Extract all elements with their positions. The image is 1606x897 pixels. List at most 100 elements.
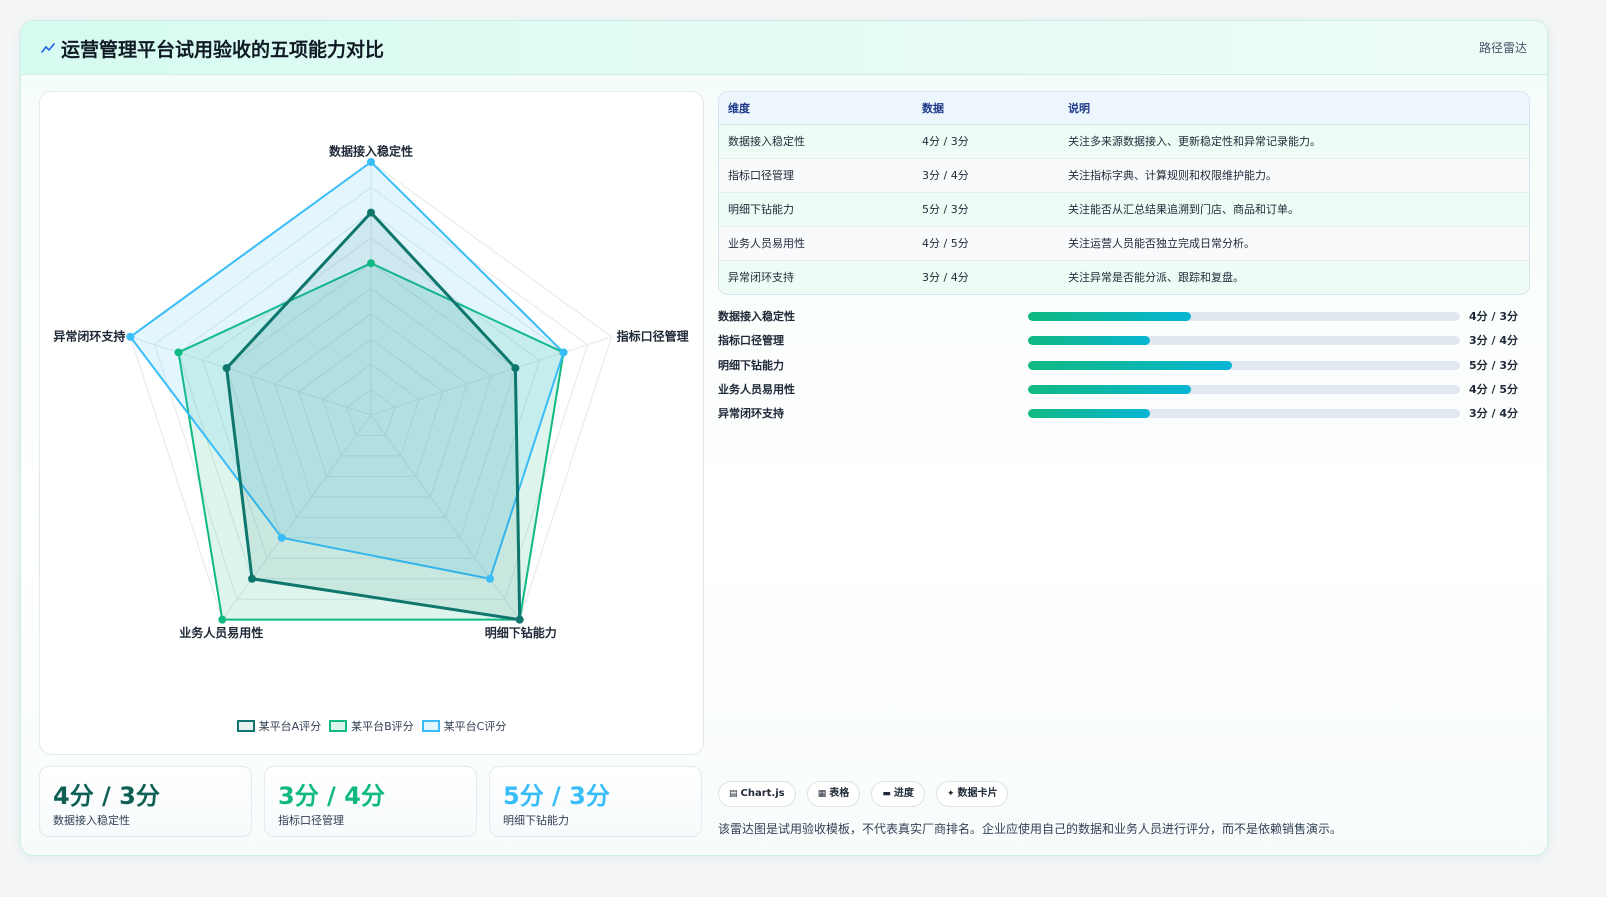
legend-swatch xyxy=(236,720,255,732)
chip-progress[interactable]: ▬ 进度 xyxy=(871,781,925,807)
legend-item[interactable]: 某平台B评分 xyxy=(329,718,414,734)
radar-grid-ring xyxy=(322,363,420,457)
progress-label: 指标口径管理 xyxy=(718,334,784,348)
header: 运营管理平台试用验收的五项能力对比 路径雷达 xyxy=(21,21,1547,75)
table-cell-data: 4分 / 5分 xyxy=(913,226,1059,261)
legend-swatch xyxy=(329,720,348,732)
progress-track xyxy=(1028,384,1460,394)
legend-item[interactable]: 某平台A评分 xyxy=(236,718,322,734)
progress-fill xyxy=(1028,384,1191,394)
progress-icon: ▬ xyxy=(882,789,891,799)
table-cell-description: 关注运营人员能否独立完成日常分析。 xyxy=(1059,226,1529,261)
table-header-cell: 说明 xyxy=(1059,92,1529,125)
chip-table[interactable]: ▦ 表格 xyxy=(806,781,861,807)
radar-point xyxy=(367,208,375,217)
main-card: 运营管理平台试用验收的五项能力对比 路径雷达 数据接入稳定性 指标口径管理 明细下钻… xyxy=(20,20,1548,856)
radar-axis-label: 业务人员易用性 xyxy=(179,625,263,640)
progress-value: 3分 / 4分 xyxy=(1469,334,1518,348)
table-header-cell: 维度 xyxy=(719,92,913,125)
progress-fill xyxy=(1028,409,1150,419)
radar-axis-label: 异常闭环支持 xyxy=(53,328,125,343)
radar-chart-panel: 数据接入稳定性 指标口径管理 明细下钻能力 业务人员易用性 异常闭环支持 某平台A评分某… xyxy=(39,91,704,755)
table-cell-description: 关注异常是否能分派、跟踪和复盘。 xyxy=(1059,260,1529,294)
table-cell-dimension: 异常闭环支持 xyxy=(719,260,913,294)
progress-row: 明细下钻能力 5分 / 3分 xyxy=(718,354,1530,378)
kpi-card-3: 5分 / 3分 明细下钻能力 xyxy=(489,766,702,837)
radar-point xyxy=(126,332,135,341)
radar-axis-label: 指标口径管理 xyxy=(617,328,689,343)
radar-spoke xyxy=(221,414,372,620)
legend-item[interactable]: 某平台C评分 xyxy=(421,718,507,734)
table-icon: ▦ xyxy=(817,789,827,799)
chip-label: 进度 xyxy=(893,788,914,799)
kpi-label: 数据接入稳定性 xyxy=(53,814,130,827)
table-row: 业务人员易用性 4分 / 5分 关注运营人员能否独立完成日常分析。 xyxy=(719,226,1529,261)
kpi-label: 明细下钻能力 xyxy=(503,814,569,827)
chip-label: 表格 xyxy=(829,788,850,799)
table-cell-data: 4分 / 3分 xyxy=(913,124,1059,159)
progress-value: 3分 / 4分 xyxy=(1469,407,1518,421)
table-header-row: 维度 数据 说明 xyxy=(719,92,1529,125)
chart-legend: 某平台A评分 某平台B评分 某平台C评分 xyxy=(40,718,703,734)
table-row: 数据接入稳定性 4分 / 3分 关注多来源数据接入、更新稳定性和异常记录能力。 xyxy=(719,124,1529,159)
radar-grid-ring xyxy=(274,313,468,498)
progress-row: 业务人员易用性 4分 / 5分 xyxy=(718,378,1530,402)
table-cell-description: 关注能否从汇总结果追溯到门店、商品和订单。 xyxy=(1059,192,1529,227)
progress-value: 4分 / 5分 xyxy=(1469,382,1518,396)
radar-axis-label: 数据接入稳定性 xyxy=(329,144,413,159)
radar-grid-ring xyxy=(298,338,444,477)
table-row: 异常闭环支持 3分 / 4分 关注异常是否能分派、跟踪和复盘。 xyxy=(719,260,1529,294)
legend-label: 某平台A评分 xyxy=(258,720,322,733)
radar-grid-ring xyxy=(250,287,492,518)
progress-row: 异常闭环支持 3分 / 4分 xyxy=(718,402,1530,426)
radar-point xyxy=(559,348,568,357)
progress-track xyxy=(1028,312,1460,321)
progress-track xyxy=(1028,360,1460,370)
legend-label: 某平台C评分 xyxy=(443,720,507,733)
progress-row: 指标口径管理 3分 / 4分 xyxy=(718,329,1530,353)
radar-axis-label: 明细下钻能力 xyxy=(485,625,557,640)
progress-fill xyxy=(1028,360,1232,370)
chip-data-card[interactable]: ✦ 数据卡片 xyxy=(935,781,1009,807)
radar-point xyxy=(367,158,375,166)
table-row: 明细下钻能力 5分 / 3分 关注能否从汇总结果追溯到门店、商品和订单。 xyxy=(719,192,1529,227)
kpi-label: 指标口径管理 xyxy=(278,814,344,827)
progress-fill xyxy=(1028,336,1150,346)
table-cell-data: 5分 / 3分 xyxy=(913,192,1059,227)
chip-label: 数据卡片 xyxy=(957,788,998,799)
radar-point xyxy=(277,533,286,542)
table-cell-data: 3分 / 4分 xyxy=(913,260,1059,294)
radar-spoke xyxy=(370,336,612,416)
radar-grid-ring xyxy=(201,237,541,559)
progress-label: 业务人员易用性 xyxy=(718,382,795,396)
table-cell-description: 关注多来源数据接入、更新稳定性和异常记录能力。 xyxy=(1059,124,1529,159)
radar-grid-ring xyxy=(153,186,589,600)
radar-spoke xyxy=(130,336,372,416)
header-tag: 路径雷达 xyxy=(1478,41,1527,55)
kpi-value: 3分 / 4分 xyxy=(278,782,385,810)
progress-list: 数据接入稳定性 4分 / 3分 指标口径管理 3分 / 4分 明细下钻能力 5分… xyxy=(718,305,1530,426)
route-radar-icon xyxy=(41,43,55,53)
table-cell-data: 3分 / 4分 xyxy=(913,158,1059,193)
chip-chartjs[interactable]: ▤ Chart.js xyxy=(718,781,796,807)
progress-label: 异常闭环支持 xyxy=(718,407,784,421)
chart-icon: ▤ xyxy=(729,789,738,799)
progress-value: 4分 / 3分 xyxy=(1469,310,1518,323)
chip-label: Chart.js xyxy=(740,788,785,799)
progress-label: 数据接入稳定性 xyxy=(718,310,795,323)
legend-label: 某平台B评分 xyxy=(351,720,414,733)
radar-series-2 xyxy=(177,262,565,621)
radar-point xyxy=(515,615,524,624)
kpi-card-1: 4分 / 3分 数据接入稳定性 xyxy=(39,766,252,837)
progress-value: 5分 / 3分 xyxy=(1469,358,1518,372)
radar-series-1 xyxy=(225,211,522,622)
page-title: 运营管理平台试用验收的五项能力对比 xyxy=(61,39,385,61)
table-row: 指标口径管理 3分 / 4分 关注指标字典、计算规则和权限维护能力。 xyxy=(719,158,1529,193)
table-cell-dimension: 业务人员易用性 xyxy=(719,226,913,261)
kpi-value: 4分 / 3分 xyxy=(53,782,160,810)
kpi-card-2: 3分 / 4分 指标口径管理 xyxy=(264,766,477,837)
progress-fill xyxy=(1028,312,1191,321)
legend-swatch xyxy=(421,720,440,732)
radar-grid-ring xyxy=(226,262,516,539)
